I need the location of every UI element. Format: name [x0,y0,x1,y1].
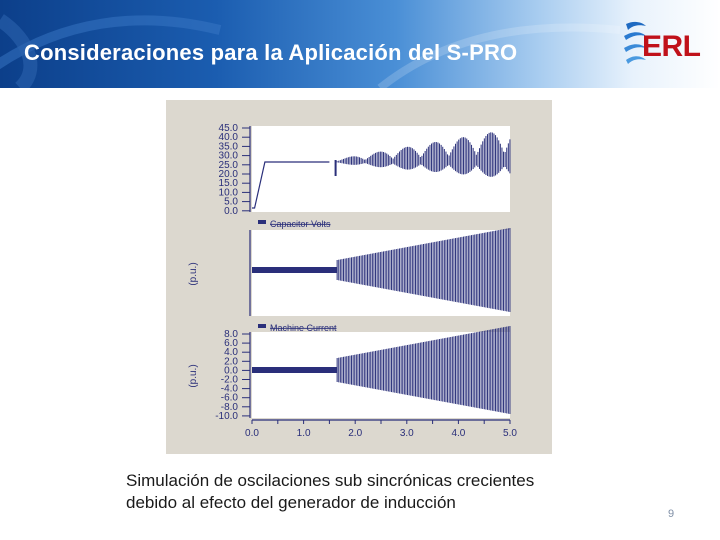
erl-logo: ERL [620,16,710,72]
x-tick-label: 0.0 [245,428,259,439]
header-swirl-decoration [0,14,621,88]
panel-1-ytick-label: 45.0 [219,123,239,134]
panel-3-ytick-label: 4.0 [224,347,238,358]
legend-machine-current: Machine Current [270,323,337,333]
caption-line-2: debido al efecto del generador de inducc… [126,493,456,512]
logo-wordmark: ERL [642,30,701,63]
panel-1-ytick-label: 40.0 [219,132,239,143]
legend-capacitor-volts: Capacitor Volts [270,219,331,229]
legend-swatch-capacitor-volts [258,220,266,224]
slide-header: Consideraciones para la Aplicación del S… [0,0,720,88]
x-tick-label: 1.0 [297,428,311,439]
panel-1-ytick-label: 0.0 [224,206,238,217]
panel-3-ytick-label: 0.0 [224,365,238,376]
panel-1-ytick-label: 35.0 [219,141,239,152]
panel-3-ytick-label: -8.0 [221,402,239,413]
panel-1-ytick-label: 20.0 [219,169,239,180]
panel-3-ytick-label: -2.0 [221,375,239,386]
panel-3-ytick-label: 8.0 [224,329,238,340]
panel-3-ylabel: (p.u.) [188,364,199,387]
panel-1-ytick-label: 15.0 [219,178,239,189]
panel-1-ytick-label: 5.0 [224,197,238,208]
panel-3-ytick-label: -4.0 [221,384,239,395]
x-tick-label: 5.0 [503,428,517,439]
simulation-chart: 45.040.035.030.025.020.015.010.05.00.08.… [188,123,517,439]
panel-2-ylabel: (p.u.) [188,262,199,285]
panel-1-ytick-label: 25.0 [219,160,239,171]
x-tick-label: 2.0 [348,428,362,439]
panel-1-ytick-label: 10.0 [219,187,239,198]
panel-3-ytick-label: -6.0 [221,393,239,404]
panel-3-ytick-label: 2.0 [224,356,238,367]
x-tick-label: 4.0 [451,428,465,439]
panel-1-ytick-label: 30.0 [219,151,239,162]
panel-3-ytick-label: 6.0 [224,338,238,349]
caption-line-1: Simulación de oscilaciones sub sincrónic… [126,471,535,490]
legend-swatch-machine-current [258,324,266,328]
page-number: 9 [668,508,675,520]
x-tick-label: 3.0 [400,428,414,439]
figure-caption: Simulación de oscilaciones sub sincrónic… [126,470,534,514]
slide-title: Consideraciones para la Aplicación del S… [24,40,518,65]
panel-3-ytick-label: -10.0 [215,411,238,422]
logo-flame-icon [624,21,646,64]
panel-1-trace [252,161,330,209]
